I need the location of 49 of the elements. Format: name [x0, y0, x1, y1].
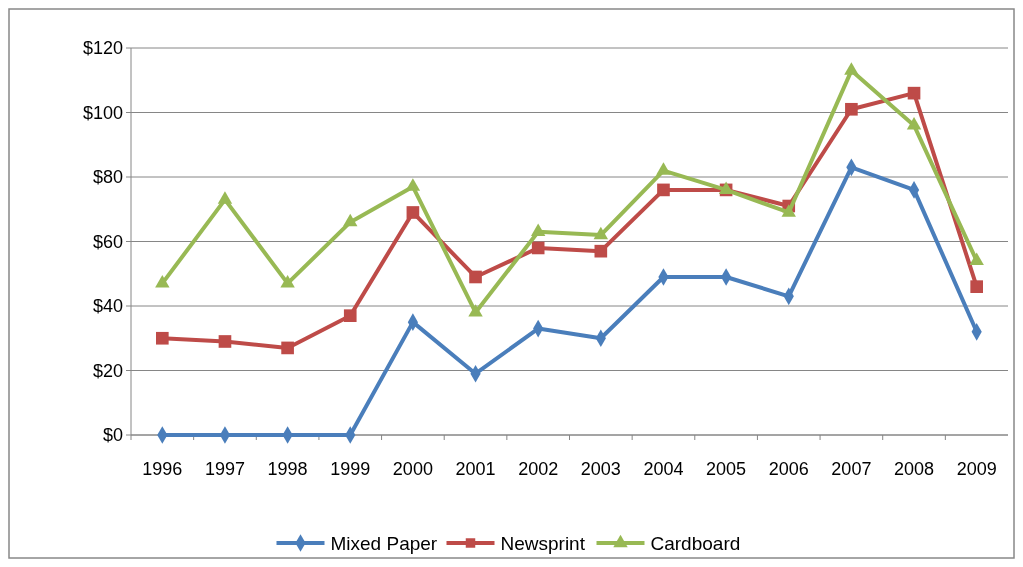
y-tick-label: $60	[92, 231, 123, 252]
x-tick-label: 1996	[142, 459, 183, 479]
point	[218, 335, 232, 348]
x-tick-label: 2009	[956, 459, 997, 479]
point	[969, 252, 984, 266]
y-tick-label: $20	[92, 360, 123, 381]
x-tick-label: 2000	[392, 459, 433, 479]
y-tick-label: $40	[92, 296, 123, 317]
point	[531, 241, 545, 255]
x-tick-label: 1999	[330, 459, 371, 479]
x-tick-label: 2006	[768, 459, 809, 479]
legend-label: Mixed Paper	[330, 532, 438, 554]
x-tick-label: 2007	[831, 459, 872, 479]
point	[468, 304, 483, 317]
point	[280, 275, 295, 288]
x-tick-label: 1997	[204, 459, 245, 479]
point	[907, 86, 921, 100]
y-tick-label: $0	[102, 425, 123, 446]
point	[657, 183, 670, 197]
point	[970, 280, 983, 293]
point	[156, 331, 169, 345]
point	[845, 102, 858, 116]
point	[906, 117, 922, 130]
point	[155, 275, 170, 288]
x-tick-label: 2008	[894, 459, 935, 479]
point	[594, 244, 608, 258]
y-tick-label: $100	[82, 102, 123, 123]
point	[343, 309, 357, 322]
x-tick-label: 2004	[643, 459, 684, 479]
point	[593, 226, 609, 240]
point	[530, 223, 546, 236]
point	[781, 204, 796, 217]
x-tick-label: 2001	[455, 459, 496, 479]
point	[656, 162, 671, 175]
y-tick-label: $80	[92, 167, 123, 188]
x-tick-label: 2003	[580, 459, 621, 479]
point	[844, 62, 859, 75]
point	[343, 213, 358, 227]
point	[281, 341, 294, 355]
x-tick-label: 2005	[706, 459, 747, 479]
x-tick-label: 2002	[518, 459, 559, 479]
legend-label: Newsprint	[500, 532, 586, 554]
legend-label: Cardboard	[650, 532, 741, 554]
point	[217, 191, 233, 204]
point	[405, 178, 421, 191]
point	[406, 206, 420, 219]
y-tick-label: $120	[82, 38, 123, 59]
point	[469, 270, 482, 284]
x-tick-label: 1998	[267, 459, 308, 479]
